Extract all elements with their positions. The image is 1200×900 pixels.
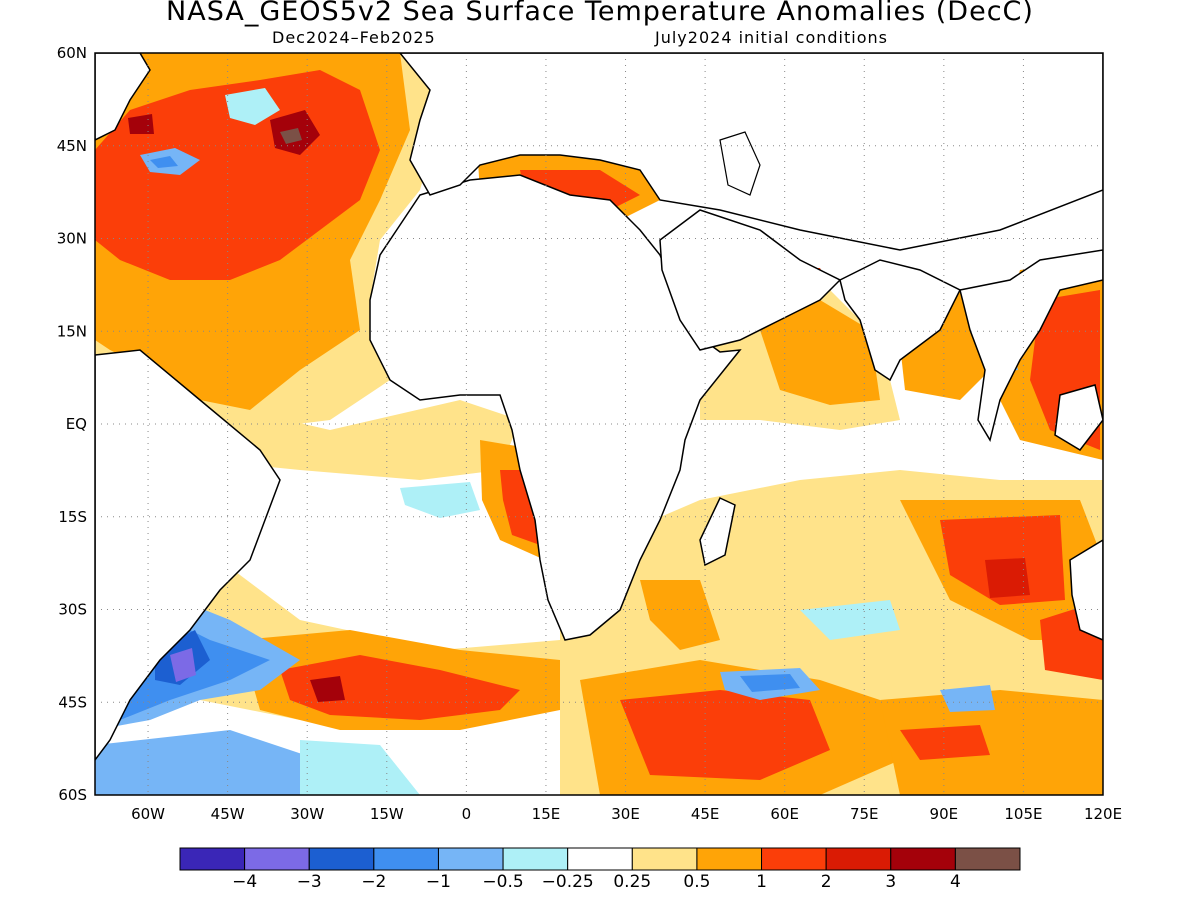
lon-label: 0 — [462, 805, 472, 823]
land-seasia — [959, 249, 1103, 442]
initial-conditions-label: July2024 initial conditions — [655, 28, 888, 47]
colorbar-tick-label: 0.5 — [683, 872, 711, 892]
anomaly-agulhas — [640, 580, 720, 650]
colorbar-tick-label: −2 — [361, 872, 387, 892]
lat-label: 60N — [57, 44, 87, 62]
land-australia — [1069, 539, 1103, 641]
anomaly-n-atlantic-extreme — [280, 128, 302, 144]
land-africa — [369, 174, 742, 641]
lon-label: 120E — [1084, 805, 1122, 823]
colorbar-tick-label: −0.5 — [482, 872, 524, 892]
lon-label: 60E — [770, 805, 799, 823]
lon-label: 45W — [211, 805, 245, 823]
lat-label: 45N — [57, 137, 87, 155]
anomaly-se-indian-hot — [985, 558, 1030, 598]
lat-label: 60S — [58, 786, 87, 804]
colorbar-swatch — [761, 847, 827, 871]
colorbar-swatch — [631, 847, 698, 871]
chart-title: NASA_GEOS5v2 Sea Surface Temperature Ano… — [166, 0, 1034, 27]
anomaly-argentina-extreme — [170, 648, 196, 682]
colorbar-swatch — [244, 847, 310, 871]
anomaly-drake-light — [300, 740, 420, 795]
anomaly-n-atlantic-cold2 — [150, 156, 178, 168]
anomaly-field — [95, 53, 1103, 795]
lon-label: 15W — [370, 805, 404, 823]
lon-label: 45E — [691, 805, 720, 823]
colorbar-swatch — [696, 847, 763, 871]
colorbar-tick-label: 3 — [885, 872, 897, 892]
land-india — [839, 259, 962, 382]
lat-label: EQ — [66, 415, 87, 433]
lat-label: 15S — [58, 508, 87, 526]
land-south-america — [95, 349, 281, 762]
land-borneo — [1054, 384, 1103, 451]
lon-label: 30E — [611, 805, 640, 823]
colorbar-tick-label: 0.25 — [613, 872, 652, 892]
lat-label: 15N — [57, 322, 87, 340]
anomaly-s-atlantic-hot — [310, 676, 345, 702]
colorbar-tick-label: −1 — [425, 872, 451, 892]
colorbar-swatch — [373, 847, 439, 871]
colorbar — [179, 847, 1021, 871]
colorbar-tick-label: −0.25 — [541, 872, 594, 892]
lat-label: 45S — [58, 693, 87, 711]
longitude-labels: 60W 45W 30W 15W 0 15E 30E 45E 60E 75E 90E 105E 120E — [131, 805, 1122, 823]
graticule — [95, 53, 1104, 795]
anomaly-s-indian-cold2 — [740, 674, 800, 692]
anomaly-n-atlantic-cold3 — [225, 88, 280, 125]
colorbar-swatch — [437, 847, 504, 871]
lon-label: 105E — [1004, 805, 1042, 823]
lat-label: 30N — [57, 230, 87, 248]
colorbar-swatch — [179, 847, 246, 871]
colorbar-swatch — [954, 847, 1021, 871]
colorbar-swatch — [567, 847, 633, 871]
colorbar-tick-label: −4 — [232, 872, 258, 892]
lat-label: 30S — [58, 601, 87, 619]
anomaly-s-indian-east — [880, 690, 1103, 795]
anomaly-s-indian-strong — [620, 690, 830, 780]
season-label: Dec2024–Feb2025 — [272, 28, 436, 47]
lon-label: 30W — [290, 805, 324, 823]
land-north-america — [95, 53, 151, 141]
colorbar-tick-label: 2 — [820, 872, 832, 892]
colorbar-swatch — [502, 847, 569, 871]
land-madagascar — [699, 497, 736, 567]
anomaly-s-indian-east-strong — [900, 725, 990, 760]
colorbar-swatch — [825, 847, 892, 871]
colorbar-tick-label: 4 — [949, 872, 961, 892]
lon-label: 90E — [930, 805, 959, 823]
colorbar-swatch — [308, 847, 375, 871]
colorbar-swatch — [890, 847, 956, 871]
anomaly-nw-coast — [128, 114, 154, 134]
colorbar-tick-label: 1 — [756, 872, 767, 892]
map-frame — [94, 52, 1104, 796]
latitude-labels: 60N 45N 30N 15N EQ 15S 30S 45S 60S — [57, 44, 87, 804]
anomaly-arabian-sea — [760, 300, 880, 405]
anomaly-s-atlantic-strong — [280, 655, 520, 720]
colorbar-tick-label: −3 — [296, 872, 322, 892]
lon-label: 75E — [850, 805, 879, 823]
anomaly-s-atlantic-cold — [400, 482, 480, 518]
land-caspian — [719, 131, 761, 196]
lon-label: 15E — [532, 805, 561, 823]
anomaly-s-indian-cold4 — [940, 685, 995, 712]
lon-label: 60W — [131, 805, 165, 823]
